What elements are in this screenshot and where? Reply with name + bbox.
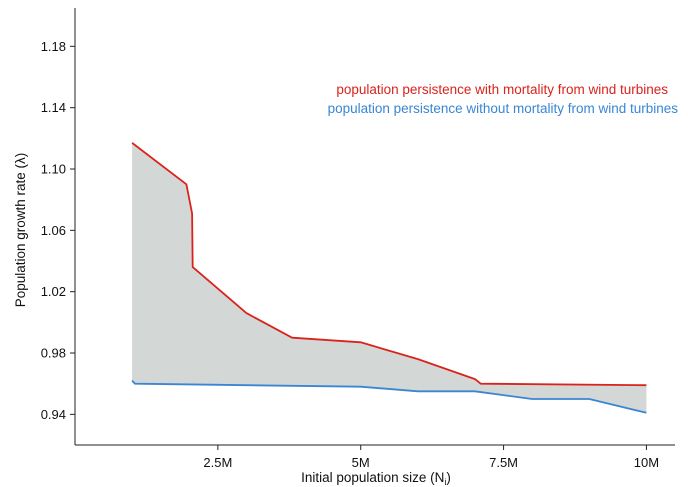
legend-entry-without-mortality: population persistence without mortality…: [328, 101, 679, 116]
y-tick-label: 1.18: [41, 39, 66, 54]
y-tick-label: 1.06: [41, 223, 66, 238]
series-line-with-mortality: [131, 142, 647, 387]
legend-entry-with-mortality: population persistence with mortality fr…: [336, 82, 668, 97]
y-axis: 0.94 0.98 1.02 1.06 1.10 1.14 1.18: [41, 8, 76, 445]
y-tick-label: 1.14: [41, 100, 66, 115]
series-line-without-mortality: [131, 379, 647, 414]
y-tick-label: 1.10: [41, 162, 66, 177]
y-axis-title: Population growth rate (λ): [13, 153, 28, 308]
x-tick-label: 10M: [634, 455, 659, 470]
x-tick-label: 5M: [352, 455, 370, 470]
difference-band: [132, 142, 647, 413]
x-axis: 2.5M 5M 7.5M 10M: [75, 444, 675, 470]
y-tick-label: 0.94: [41, 407, 66, 422]
x-tick-label: 7.5M: [489, 455, 518, 470]
x-tick-label: 2.5M: [203, 455, 232, 470]
x-axis-title: Initial population size (Ni): [301, 470, 451, 487]
y-tick-label: 1.02: [41, 284, 66, 299]
y-tick-label: 0.98: [41, 346, 66, 361]
